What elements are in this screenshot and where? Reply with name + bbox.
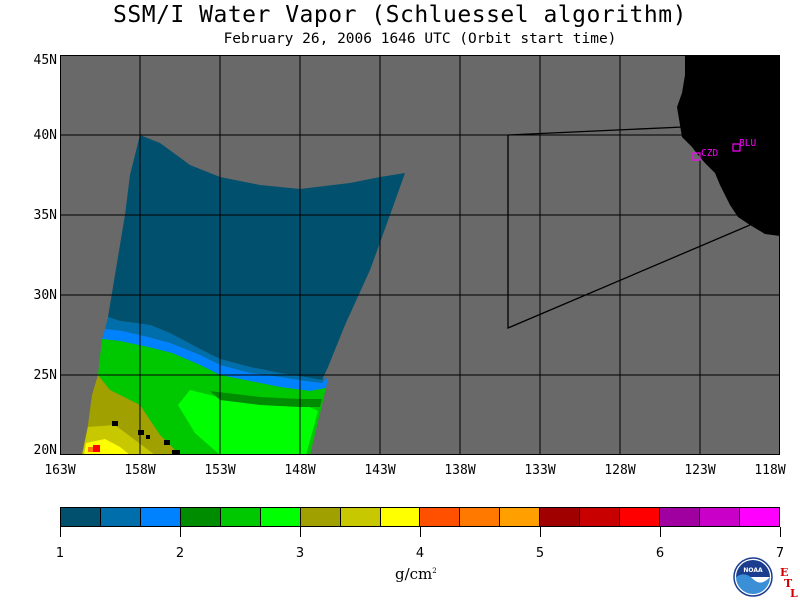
- color-swatch: [380, 508, 421, 526]
- color-scale-tick-mark: [59, 527, 61, 537]
- color-swatch: [180, 508, 221, 526]
- color-scale-tick-mark: [299, 527, 301, 537]
- water-vapor-map: CZD BLU: [60, 55, 780, 455]
- color-scale-tick-label: 3: [295, 546, 305, 561]
- lon-label-153w: 153W: [204, 463, 236, 478]
- color-scale-tick-mark: [539, 527, 541, 537]
- color-swatch: [739, 508, 779, 526]
- color-swatch: [420, 508, 461, 526]
- swath-red-pixel: [93, 445, 100, 452]
- hawaii-islands: [112, 421, 180, 455]
- swath-bright-green: [178, 390, 318, 455]
- swath-light-blue: [102, 329, 328, 391]
- lat-label-40n: 40N: [33, 128, 57, 143]
- units-label: g/cm2: [395, 565, 437, 583]
- lon-label-158w: 158W: [124, 463, 156, 478]
- station-label-blu: BLU: [739, 138, 756, 149]
- lon-label-128w: 128W: [604, 463, 636, 478]
- noaa-logo: NOAA: [733, 557, 773, 597]
- map-border: [60, 55, 780, 455]
- swath-orange-pixel: [88, 447, 93, 452]
- flight-track-north: [507, 126, 684, 136]
- lon-label-143w: 143W: [364, 463, 396, 478]
- station-label-czd: CZD: [701, 148, 718, 159]
- chart-title: SSM/I Water Vapor (Schluessel algorithm): [113, 2, 687, 28]
- lat-label-20n: 20N: [33, 443, 57, 458]
- color-scale-tick-mark: [179, 527, 181, 537]
- color-swatch: [100, 508, 141, 526]
- lon-label-123w: 123W: [684, 463, 716, 478]
- color-swatch: [61, 508, 101, 526]
- color-scale-tick-label: 4: [415, 546, 425, 561]
- color-scale-tick-label: 2: [175, 546, 185, 561]
- color-swatch: [140, 508, 181, 526]
- etl-letter-e: E: [780, 566, 789, 579]
- color-scale-tick-label: 5: [535, 546, 545, 561]
- lat-lon-grid: [60, 55, 780, 455]
- lon-label-138w: 138W: [444, 463, 476, 478]
- color-swatch: [220, 508, 261, 526]
- swath-mid-blue: [105, 317, 326, 383]
- color-swatch: [500, 508, 541, 526]
- color-swatch: [300, 508, 341, 526]
- color-scale-tick-mark: [419, 527, 421, 537]
- color-scale-tick-mark: [779, 527, 781, 537]
- lat-label-35n: 35N: [33, 208, 57, 223]
- swath: [82, 135, 405, 455]
- color-scale-bar: [60, 507, 780, 527]
- land-california: [677, 55, 780, 236]
- flight-track: [507, 135, 751, 329]
- color-swatch: [540, 508, 581, 526]
- color-scale-tick-label: 7: [775, 546, 785, 561]
- lon-label-148w: 148W: [284, 463, 316, 478]
- color-swatch: [260, 508, 301, 526]
- color-swatch: [580, 508, 621, 526]
- swath-dark-green: [210, 391, 322, 407]
- station-czd: CZD: [692, 148, 718, 161]
- noaa-logo-text: NOAA: [743, 567, 763, 574]
- lon-label-133w: 133W: [524, 463, 556, 478]
- station-blu: BLU: [732, 138, 756, 152]
- lat-label-25n: 25N: [33, 368, 57, 383]
- color-swatch: [340, 508, 381, 526]
- etl-letter-l: L: [790, 587, 798, 600]
- color-scale-tick-label: 1: [55, 546, 65, 561]
- color-swatch: [460, 508, 501, 526]
- lat-label-45n: 45N: [33, 53, 57, 68]
- color-swatch: [660, 508, 700, 526]
- swath-dark-blue: [108, 135, 405, 380]
- color-swatch: [700, 508, 740, 526]
- color-scale-tick-mark: [659, 527, 661, 537]
- lon-label-118w: 118W: [754, 463, 786, 478]
- lat-label-30n: 30N: [33, 288, 57, 303]
- color-swatch: [620, 508, 661, 526]
- lon-label-163w: 163W: [44, 463, 76, 478]
- chart-subtitle: February 26, 2006 1646 UTC (Orbit start …: [223, 31, 617, 47]
- color-scale-tick-label: 6: [655, 546, 665, 561]
- etl-letter-t: T: [784, 577, 793, 590]
